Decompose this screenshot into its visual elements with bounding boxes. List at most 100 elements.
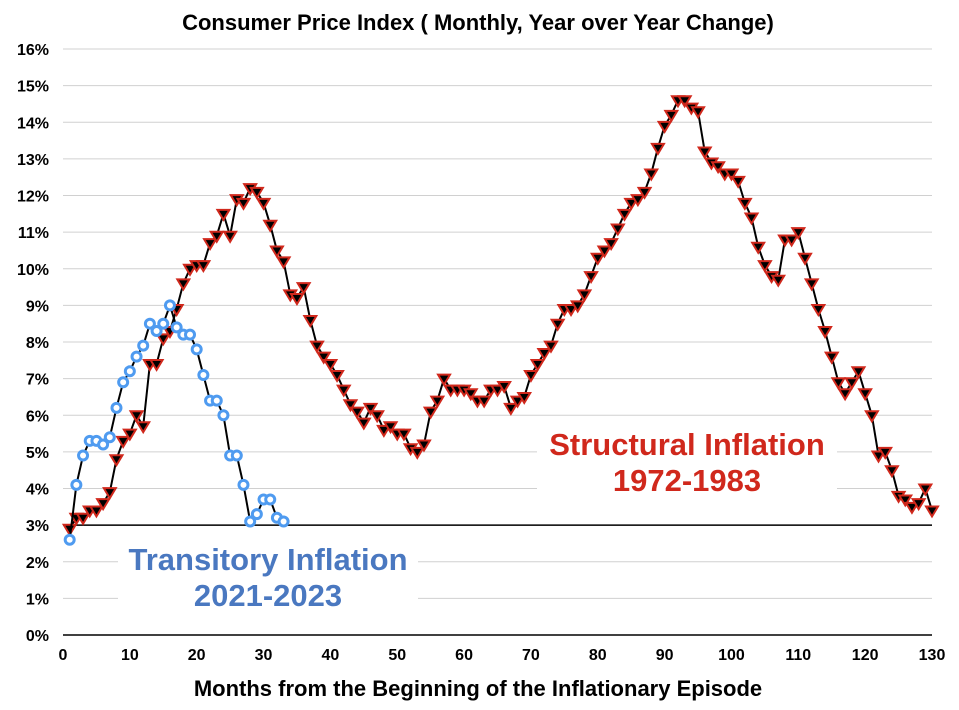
structural-point: [569, 300, 586, 314]
structural-point: [630, 194, 646, 208]
y-tick-label: 10%: [17, 262, 49, 279]
structural-point: [235, 197, 252, 211]
structural-point: [115, 435, 131, 449]
series-group: [61, 95, 940, 546]
transitory-point: [150, 325, 163, 338]
structural-point: [182, 263, 198, 277]
structural-point: [676, 95, 693, 109]
transitory-point: [63, 533, 76, 546]
transitory-point: [197, 368, 210, 381]
structural-point: [489, 384, 506, 398]
annotation-transitory-label: Transitory Inflation: [128, 542, 407, 577]
transitory-point: [190, 343, 203, 356]
structural-point: [208, 230, 225, 244]
structural-point: [536, 347, 553, 361]
structural-point: [823, 351, 840, 365]
y-tick-label: 14%: [17, 115, 49, 132]
structural-point: [603, 238, 619, 252]
structural-point: [610, 223, 626, 237]
transitory-point: [237, 478, 250, 491]
structural-point: [650, 142, 666, 156]
structural-point: [61, 523, 78, 537]
structural-point: [663, 109, 680, 123]
structural-point: [422, 406, 439, 420]
x-tick-label: 20: [188, 647, 206, 664]
structural-point: [924, 505, 940, 519]
structural-point: [222, 230, 238, 244]
structural-point: [817, 326, 833, 339]
structural-point: [262, 219, 278, 233]
structural-point: [523, 369, 539, 383]
y-tick-label: 2%: [26, 555, 49, 572]
structural-point: [108, 454, 125, 468]
structural-point: [349, 406, 365, 420]
structural-point: [376, 424, 392, 438]
transitory-point: [157, 317, 170, 330]
structural-point: [369, 410, 385, 424]
structural-point: [803, 278, 820, 292]
series-structural: [61, 95, 940, 537]
y-tick-label: 12%: [17, 189, 49, 206]
structural-point: [837, 388, 853, 402]
structural-point: [509, 395, 526, 409]
structural-point: [917, 483, 934, 497]
x-tick-label: 90: [656, 647, 674, 664]
y-tick-label: 9%: [26, 298, 49, 315]
x-tick-label: 40: [321, 647, 339, 664]
y-tick-label: 8%: [26, 335, 49, 352]
transitory-point: [250, 508, 263, 521]
structural-point: [750, 241, 766, 255]
structural-point: [723, 168, 740, 182]
structural-point: [356, 417, 372, 431]
structural-point: [783, 234, 800, 248]
y-tick-label: 11%: [18, 225, 49, 242]
structural-point: [436, 373, 452, 387]
structural-point: [382, 421, 399, 435]
structural-point: [743, 212, 760, 226]
structural-point: [690, 106, 706, 120]
structural-point: [135, 421, 151, 435]
transitory-point: [110, 401, 123, 414]
structural-point: [576, 289, 593, 303]
x-tick-label: 80: [589, 647, 607, 664]
structural-point: [315, 351, 332, 365]
chart-title: Consumer Price Index ( Monthly, Year ove…: [182, 10, 774, 35]
annotation-background: [118, 540, 418, 620]
structural-point: [102, 487, 118, 501]
structural-point: [295, 282, 312, 296]
gridlines: [63, 48, 932, 636]
structural-point: [289, 293, 305, 306]
structural-point: [636, 186, 653, 200]
structural-point: [529, 358, 546, 372]
x-tick-labels: 0 10 20 30 40 50 60 70 80 90 100 110 120 130: [59, 647, 946, 664]
structural-point: [737, 197, 753, 211]
transitory-point: [277, 515, 290, 528]
transitory-point: [184, 328, 197, 341]
y-tick-label: 1%: [26, 591, 49, 608]
transitory-point: [117, 376, 130, 389]
structural-point: [904, 501, 920, 515]
structural-point: [590, 252, 606, 266]
transitory-point: [97, 438, 110, 451]
annotation-structural-label: 1972-1983: [613, 463, 761, 498]
transitory-point: [217, 409, 230, 422]
structural-point: [543, 340, 559, 354]
structural-point: [335, 384, 352, 398]
structural-point: [549, 318, 566, 332]
structural-point: [897, 494, 914, 508]
structural-point: [409, 446, 426, 460]
structural-point: [362, 402, 379, 416]
structural-point: [249, 186, 265, 200]
y-tick-label: 16%: [17, 42, 49, 59]
transitory-point: [170, 321, 183, 334]
structural-point: [309, 340, 325, 354]
structural-point: [790, 227, 807, 241]
annotation-structural-label: Structural Inflation: [549, 427, 825, 462]
transitory-point: [210, 394, 223, 407]
structural-point: [563, 304, 579, 317]
annotation-transitory-label: 2021-2023: [194, 578, 342, 613]
structural-point: [810, 304, 827, 317]
structural-point: [342, 399, 359, 413]
x-tick-label: 0: [59, 647, 68, 664]
